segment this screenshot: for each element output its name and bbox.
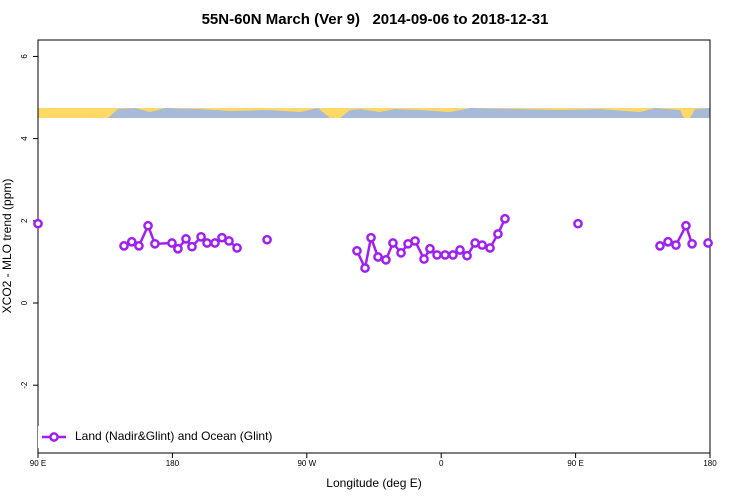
x-axis-label: Longitude (deg E) (326, 476, 421, 490)
point (440, 250, 450, 260)
point (500, 213, 510, 224)
x-tick-label: 90 E (567, 459, 583, 468)
point (167, 238, 177, 248)
x-tick-label: 90 W (297, 459, 316, 468)
point (187, 241, 197, 252)
x-tick-label: 90 E (30, 459, 46, 468)
point (119, 241, 129, 251)
point (573, 218, 583, 229)
x-tick-label: 180 (703, 459, 717, 468)
point (173, 243, 183, 254)
map-land (690, 108, 710, 118)
map-land (340, 108, 684, 118)
legend-label: Land (Nadir&Glint) and Ocean (Glint) (75, 429, 272, 443)
point (366, 232, 376, 243)
point (150, 238, 160, 249)
y-tick-label: -2 (20, 381, 29, 389)
map-land (108, 108, 330, 118)
point (425, 243, 435, 254)
y-tick-label: 2 (20, 218, 29, 223)
point (381, 255, 391, 265)
point (126, 236, 137, 247)
point (477, 240, 487, 250)
x-tick-label: 180 (166, 459, 180, 468)
chart-title: 55N-60N March (Ver 9) 2014-09-06 to 2018… (202, 11, 549, 28)
point (410, 236, 420, 246)
point (663, 236, 673, 247)
point (373, 252, 383, 262)
point (134, 241, 144, 251)
point (352, 245, 362, 256)
point (493, 229, 503, 239)
point (455, 245, 465, 255)
legend-marker (49, 432, 59, 442)
legend: Land (Nadir&Glint) and Ocean (Glint) (38, 426, 288, 448)
point (202, 238, 212, 248)
y-axis-label: XCO2 - MLO trend (ppm) (0, 179, 14, 314)
point (681, 220, 691, 231)
point (448, 250, 458, 260)
point (703, 238, 713, 248)
y-tick-label: 6 (20, 54, 29, 59)
point (485, 243, 495, 253)
legend-box (38, 426, 288, 448)
point (360, 263, 370, 273)
point (655, 241, 665, 251)
point (224, 236, 234, 246)
point (232, 243, 242, 253)
point (419, 254, 429, 264)
point (181, 234, 191, 244)
point (432, 250, 442, 260)
x-tick-label: 0 (439, 459, 444, 468)
point (210, 238, 220, 248)
point (388, 238, 398, 248)
y-tick-label: 4 (20, 136, 29, 141)
point (462, 250, 472, 261)
point (196, 231, 206, 242)
y-tick-label: 0 (20, 300, 29, 305)
point (396, 248, 406, 258)
point (33, 218, 43, 229)
point (143, 220, 153, 231)
map-strip (38, 108, 710, 118)
point (671, 240, 681, 250)
point (262, 234, 272, 245)
point (687, 238, 697, 249)
